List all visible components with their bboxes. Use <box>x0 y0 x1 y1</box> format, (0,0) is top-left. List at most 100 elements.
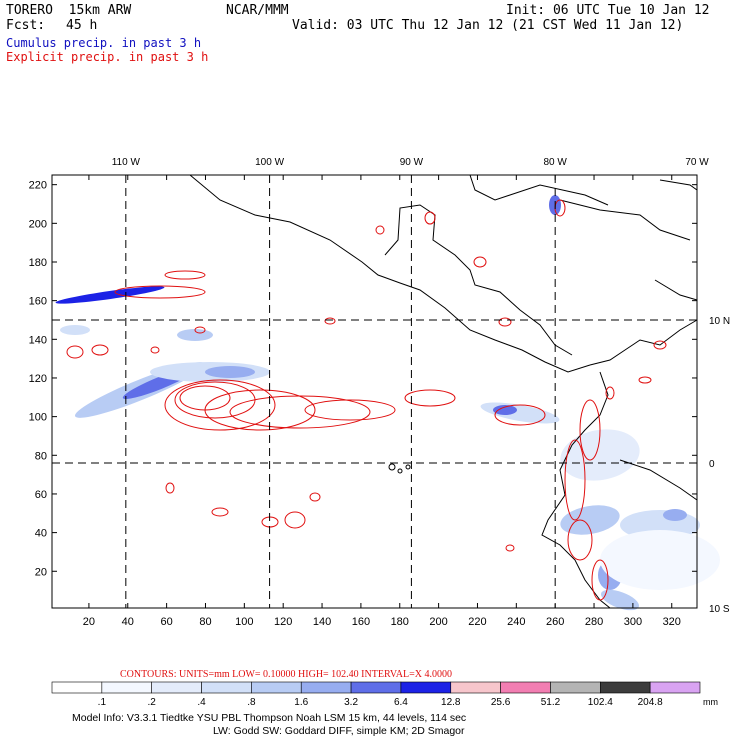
model-info-line2: LW: Godd SW: Goddard DIFF, simple KM; 2D… <box>213 725 465 737</box>
island <box>397 468 403 474</box>
colorbar-swatch <box>251 681 302 694</box>
precip-contour <box>66 345 84 359</box>
y-tick-label: 220 <box>29 180 47 192</box>
colorbar-label: .2 <box>148 697 157 708</box>
colorbar-label: 6.4 <box>394 697 408 708</box>
cumulus-precip-area <box>55 286 165 304</box>
cumulus-precip-area <box>600 530 720 590</box>
x-tick-label: 240 <box>507 616 525 628</box>
cumulus-precip-area <box>480 402 560 424</box>
x-tick-label: 300 <box>624 616 642 628</box>
fcst-label: Fcst: <box>6 18 46 33</box>
precip-contour <box>179 385 231 411</box>
x-tick-label: 260 <box>546 616 564 628</box>
x-tick-labels: 20 40 60 80 100 120 140 160 180 200 220 240 260 280 30… <box>83 616 681 628</box>
precip-contour <box>375 225 385 235</box>
x-tick-label: 220 <box>468 616 486 628</box>
org-label: NCAR/MMM <box>226 3 289 18</box>
coastline-segment <box>384 204 573 356</box>
x-tick-label: 160 <box>352 616 370 628</box>
y-tick-labels: 20 40 60 80 100 120 140 160 180 200 220 <box>29 180 47 579</box>
island <box>405 464 411 470</box>
coastline <box>189 174 698 609</box>
cumulus-precip-area <box>60 325 90 335</box>
y-tick-label: 100 <box>29 412 47 424</box>
lat-label: 0 <box>709 459 715 470</box>
x-tick-label: 120 <box>274 616 292 628</box>
precip-contour <box>605 386 615 400</box>
lat-label: 10 N <box>709 316 730 327</box>
lon-label: 70 W <box>685 157 709 168</box>
precip-contour <box>204 389 316 431</box>
precip-contour <box>473 256 487 268</box>
colorbar <box>51 681 701 694</box>
colorbar-swatch <box>151 681 202 694</box>
colorbar-swatch <box>450 681 501 694</box>
coastline-segment <box>619 459 698 501</box>
precip-contour <box>304 399 396 421</box>
coastline-segment <box>659 179 698 191</box>
cumulus-precip-shading <box>55 195 720 611</box>
precip-contour <box>114 285 206 299</box>
lon-label: 90 W <box>400 157 424 168</box>
y-tick-label: 40 <box>35 528 47 540</box>
x-tick-label: 140 <box>313 616 331 628</box>
y-tick-label: 60 <box>35 489 47 501</box>
lon-label: 80 W <box>544 157 568 168</box>
colorbar-swatch <box>350 681 402 694</box>
coastline-segment <box>654 279 698 301</box>
precip-contour <box>309 492 321 502</box>
colorbar-label: .1 <box>98 697 107 708</box>
colorbar-swatch <box>500 681 551 694</box>
x-tick-label: 280 <box>585 616 603 628</box>
y-tick-label: 200 <box>29 218 47 230</box>
plot-frame <box>51 174 698 609</box>
precip-contour <box>211 507 229 517</box>
x-tick-label: 40 <box>122 616 134 628</box>
precip-contour <box>164 379 276 431</box>
x-tick-label: 200 <box>429 616 447 628</box>
coastline-segment <box>559 199 691 241</box>
latlon-grid <box>52 175 697 608</box>
precip-contour <box>567 519 593 561</box>
precip-contour <box>591 559 609 601</box>
axis-ticks <box>52 175 697 608</box>
precip-contour <box>498 317 512 327</box>
cumulus-precip-area <box>663 509 687 521</box>
y-tick-label: 160 <box>29 296 47 308</box>
colorbar-swatch <box>400 681 452 694</box>
precip-contour <box>564 439 586 521</box>
precip-contour <box>579 399 601 461</box>
coastline-segment <box>541 371 611 609</box>
precip-contour <box>164 270 206 280</box>
precip-contour <box>653 340 667 350</box>
cumulus-precip-area <box>601 589 639 611</box>
colorbar-swatch <box>101 681 152 694</box>
colorbar-swatch <box>300 681 352 694</box>
coastline-segment <box>189 174 591 373</box>
model-title: TORERO 15km ARW <box>6 3 132 18</box>
precip-contour <box>494 404 546 426</box>
y-tick-label: 80 <box>35 450 47 462</box>
fcst-value: 45 h <box>66 18 98 33</box>
colorbar-swatch <box>649 681 701 694</box>
precip-contour <box>638 376 652 384</box>
lat-label: 10 S <box>709 604 730 615</box>
x-tick-label: 20 <box>83 616 95 628</box>
colorbar-unit: mm <box>703 697 718 707</box>
field2-label: Explicit precip. in past 3 h <box>6 50 209 64</box>
colorbar-swatch <box>51 681 103 694</box>
cumulus-precip-area <box>493 405 517 415</box>
colorbar-swatch <box>600 681 651 694</box>
precip-contour <box>91 344 109 356</box>
precip-contour <box>404 389 456 407</box>
colorbar-label: .8 <box>247 697 256 708</box>
cumulus-precip-area <box>205 366 255 378</box>
y-tick-label: 20 <box>35 566 47 578</box>
precip-contour <box>324 317 336 325</box>
coastline-segment <box>589 319 698 366</box>
model-info-line1: Model Info: V3.3.1 Tiedtke YSU PBL Thomp… <box>72 712 466 724</box>
colorbar-label: 25.6 <box>491 697 511 708</box>
y-tick-label: 120 <box>29 373 47 385</box>
precip-contour <box>194 326 206 334</box>
